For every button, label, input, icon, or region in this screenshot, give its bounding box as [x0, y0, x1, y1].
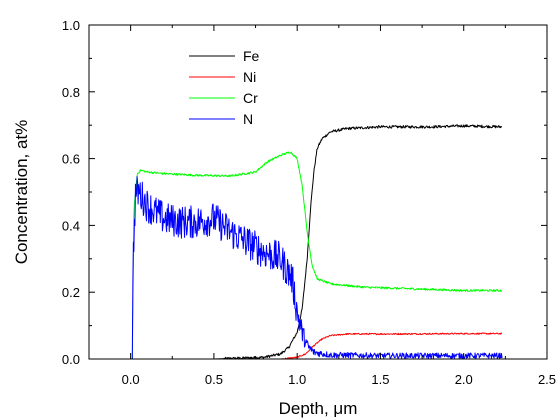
y-tick-label: 0.6: [62, 152, 80, 167]
legend-label-fe: Fe: [243, 48, 260, 64]
y-tick-label: 0.4: [62, 218, 80, 233]
legend-label-cr: Cr: [243, 90, 258, 106]
x-tick-label: 2.5: [538, 372, 556, 387]
series-layer: [130, 124, 503, 360]
x-axis-title: Depth, μm: [279, 399, 358, 418]
series-line-n: [131, 175, 503, 360]
legend: Fe Ni Cr N: [189, 48, 260, 127]
plot-frame: [88, 24, 548, 360]
x-tick-label: 0.5: [205, 372, 223, 387]
x-tick-label: 2.0: [455, 372, 473, 387]
series-line-cr: [131, 151, 503, 360]
y-tick-label: 0.8: [62, 85, 80, 100]
y-axis-title: Concentration, at%: [12, 120, 31, 265]
y-tick-label: 1.0: [62, 18, 80, 33]
legend-label-n: N: [243, 111, 253, 127]
x-tick-label: 1.0: [288, 372, 306, 387]
x-tick-label: 0.0: [122, 372, 140, 387]
series-line-fe: [130, 124, 503, 360]
legend-label-ni: Ni: [243, 69, 256, 85]
ticks-layer: 0.0 0.5 1.0 1.5 2.0 2.5 0.0 0.2 0.4 0.6 0.8 1.0: [62, 18, 556, 387]
y-tick-label: 0.0: [62, 352, 80, 367]
y-tick-label: 0.2: [62, 285, 80, 300]
x-tick-label: 1.5: [371, 372, 389, 387]
